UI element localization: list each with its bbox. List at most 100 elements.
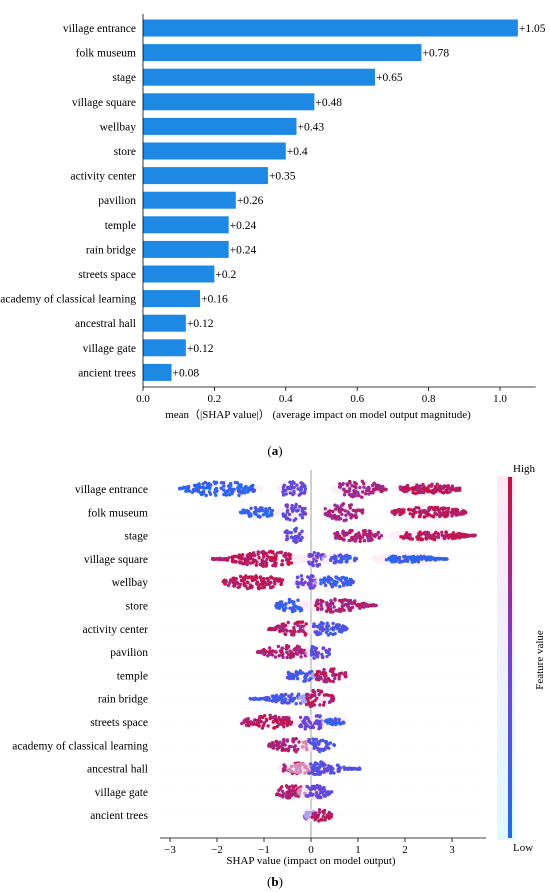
point-stage-2-120 — [470, 534, 474, 538]
x-tick-label-5: 1.0 — [493, 393, 507, 405]
point-streets-space-2-26 — [335, 721, 340, 725]
point-wellbay-0-23 — [279, 582, 283, 587]
point-activity-center-0-43 — [283, 623, 288, 628]
point-academy-of-classical-learning-1-5 — [311, 737, 316, 742]
point-village-square-0-117 — [285, 557, 289, 561]
point-village-gate-0-6 — [280, 789, 285, 793]
point-stage-2-104 — [426, 531, 431, 535]
point-activity-center-0-52 — [283, 632, 288, 637]
point-streets-space-0-87 — [264, 718, 269, 723]
point-store-0-36 — [276, 604, 280, 608]
point-temple-1-24 — [331, 679, 335, 684]
point-store-0-29 — [282, 608, 286, 613]
point-store-1-49 — [316, 602, 320, 606]
point-village-square-1-23 — [317, 563, 322, 567]
point-village-entrance-2-73 — [345, 483, 350, 487]
point-streets-space-0-73 — [242, 719, 246, 723]
point-folk-museum-1-30 — [288, 518, 292, 522]
point-village-entrance-0-113 — [208, 486, 212, 490]
point-village-square-0-13 — [256, 550, 260, 554]
point-village-square-3-63 — [412, 555, 416, 560]
point-activity-center-0-25 — [297, 620, 301, 624]
bar-store — [143, 142, 286, 160]
point-ancient-trees-1-19 — [329, 812, 333, 816]
point-village-entrance-0-90 — [224, 493, 229, 497]
beeswarm-row-pavilion — [255, 643, 332, 660]
x-tick-label-4: 0.8 — [422, 393, 436, 405]
point-wellbay-2-28 — [344, 576, 349, 580]
point-temple-1-46 — [316, 669, 321, 674]
point-village-square-0-100 — [288, 556, 292, 561]
point-village-entrance-3-58 — [442, 491, 446, 495]
point-village-square-1-19 — [312, 551, 316, 555]
point-village-entrance-0-118 — [208, 492, 213, 496]
point-streets-space-0-59 — [261, 723, 266, 727]
point-academy-of-classical-learning-0-41 — [282, 737, 286, 742]
point-village-entrance-0-86 — [240, 491, 244, 495]
point-temple-1-43 — [334, 673, 339, 677]
point-temple-0-42 — [298, 669, 302, 673]
point-village-square-0-124 — [255, 560, 259, 564]
point-academy-of-classical-learning-1-43 — [324, 741, 329, 745]
point-wellbay-0-82 — [274, 577, 279, 581]
point-village-square-3-77 — [406, 555, 411, 559]
point-rain-bridge-0-66 — [284, 697, 288, 701]
point-village-entrance-3-99 — [404, 485, 408, 490]
point-streets-space-1-34 — [299, 724, 303, 728]
point-streets-space-1-29 — [302, 721, 307, 725]
point-rain-bridge-0-61 — [287, 694, 291, 698]
point-stage-0-3 — [292, 539, 296, 543]
point-stage-2-124 — [401, 535, 405, 539]
value-label-temple: +0.24 — [230, 220, 257, 232]
colorbar-high-label: High — [513, 463, 536, 475]
point-store-0-33 — [296, 605, 301, 610]
point-folk-museum-0-29 — [256, 508, 260, 512]
point-academy-of-classical-learning-0-27 — [285, 739, 289, 743]
point-rain-bridge-1-7 — [322, 700, 326, 704]
point-ancient-trees-1-28 — [317, 808, 322, 812]
point-village-entrance-2-9 — [364, 492, 368, 496]
point-village-square-3-54 — [392, 555, 397, 559]
point-village-entrance-0-127 — [230, 491, 234, 496]
point-pavilion-1-29 — [316, 651, 321, 655]
point-ancestral-hall-1-82 — [318, 763, 322, 767]
point-academy-of-classical-learning-1-3 — [314, 737, 319, 741]
point-village-entrance-3-100 — [422, 490, 426, 495]
point-wellbay-0-86 — [244, 584, 248, 588]
point-village-square-0-98 — [252, 551, 256, 555]
point-village-entrance-2-64 — [369, 490, 373, 495]
point-village-square-2-45 — [328, 558, 333, 562]
feature-label-stage: stage — [112, 72, 136, 84]
bar-activity-center — [143, 167, 268, 185]
point-ancient-trees-1-33 — [313, 818, 317, 822]
point-village-entrance-1-29 — [288, 491, 292, 495]
point-folk-museum-3-121 — [437, 509, 441, 514]
point-stage-2-78 — [423, 532, 427, 536]
point-streets-space-0-70 — [281, 718, 285, 722]
point-village-entrance-2-45 — [354, 482, 358, 486]
point-store-0-30 — [292, 600, 296, 604]
point-stage-2-123 — [463, 533, 468, 537]
point-village-entrance-1-34 — [303, 484, 307, 488]
point-pavilion-0-37 — [267, 646, 272, 650]
point-store-1-102 — [361, 602, 365, 606]
bar-academy-of-classical-learning — [143, 290, 201, 308]
point-village-square-1-20 — [316, 551, 320, 556]
point-village-gate-1-40 — [326, 792, 330, 797]
point-streets-space-0-86 — [256, 722, 261, 726]
feature-label-village-square: village square — [72, 97, 136, 109]
point-folk-museum-3-86 — [417, 514, 422, 519]
value-label-wellbay: +0.43 — [298, 121, 325, 133]
point-activity-center-1-57 — [321, 622, 325, 626]
point-wellbay-1-30 — [295, 581, 299, 586]
point-village-entrance-2-66 — [360, 479, 364, 483]
point-village-entrance-0-58 — [204, 493, 208, 498]
point-village-square-3-103 — [403, 558, 408, 562]
point-stage-1-47 — [365, 534, 370, 538]
point-village-entrance-1-31 — [281, 493, 286, 497]
feature-label-b-store: store — [126, 601, 148, 613]
point-stage-1-45 — [341, 529, 345, 533]
point-village-entrance-3-95 — [431, 491, 436, 495]
point-folk-museum-3-96 — [427, 513, 431, 517]
point-wellbay-0-41 — [270, 576, 274, 580]
